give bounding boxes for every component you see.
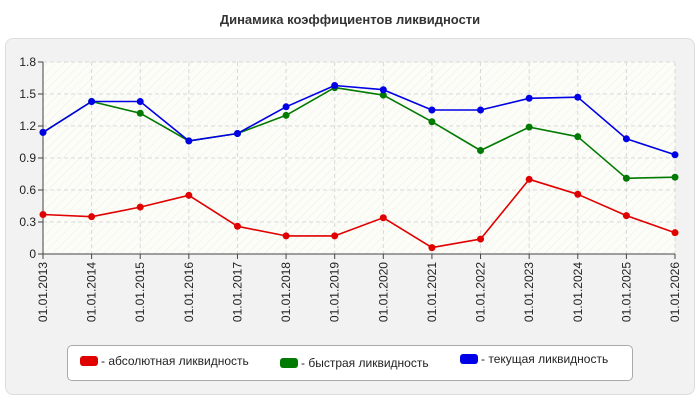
x-tick-label: 01.01.2023 — [522, 262, 536, 322]
x-tick-label: 01.01.2020 — [376, 262, 390, 322]
x-tick-label: 01.01.2024 — [571, 262, 585, 322]
data-point-quick — [525, 123, 533, 131]
data-point-quick — [477, 147, 485, 155]
data-point-absolute — [525, 175, 533, 183]
chart-title: Динамика коэффициентов ликвидности — [219, 12, 481, 27]
x-tick-label: 01.01.2019 — [328, 262, 342, 322]
series-line-current — [42, 84, 676, 156]
data-point-current — [185, 137, 193, 145]
legend-swatch-quick — [280, 358, 298, 368]
x-tick-label: 01.01.2026 — [668, 262, 682, 322]
y-tick-label: 1.5 — [19, 87, 36, 101]
data-point-current — [39, 128, 47, 136]
data-point-absolute — [39, 211, 47, 219]
data-point-current — [671, 151, 679, 159]
data-point-current — [477, 106, 485, 114]
y-tick-label: 1.8 — [19, 55, 36, 69]
data-point-absolute — [428, 244, 436, 252]
data-point-absolute — [622, 212, 630, 220]
data-point-quick — [428, 118, 436, 126]
data-point-current — [233, 129, 241, 137]
data-point-current — [331, 81, 339, 89]
legend-item-current: - текущая ликвидность — [460, 352, 608, 366]
y-tick-label: 1.2 — [19, 119, 36, 133]
data-point-absolute — [379, 214, 387, 222]
data-point-absolute — [185, 191, 193, 199]
legend-label-absolute: - абсолютная ликвидность — [101, 354, 249, 368]
data-point-current — [88, 97, 96, 105]
legend-swatch-current — [460, 354, 478, 364]
data-point-quick — [136, 109, 144, 117]
data-point-absolute — [331, 232, 339, 240]
data-point-absolute — [671, 229, 679, 237]
legend-swatch-absolute — [80, 356, 98, 366]
x-tick-label: 01.01.2016 — [182, 262, 196, 322]
data-point-absolute — [136, 203, 144, 211]
x-tick-label: 01.01.2017 — [230, 262, 244, 322]
data-point-quick — [622, 174, 630, 182]
series-line-absolute — [42, 178, 676, 249]
series-line-quick — [42, 86, 676, 180]
data-point-quick — [379, 91, 387, 99]
data-point-current — [574, 93, 582, 101]
x-tick-label: 01.01.2022 — [474, 262, 488, 322]
chart-legend: - абсолютная ликвидность - быстрая ликви… — [67, 345, 633, 381]
data-point-current — [428, 106, 436, 114]
data-point-quick — [574, 133, 582, 141]
y-tick-label: 0.9 — [19, 151, 36, 165]
x-tick-label: 01.01.2018 — [279, 262, 293, 322]
data-point-absolute — [477, 235, 485, 243]
legend-label-quick: - быстрая ликвидность — [301, 356, 429, 370]
data-point-current — [282, 103, 290, 111]
legend-item-quick: - быстрая ликвидность — [280, 356, 429, 370]
legend-item-absolute: - абсолютная ликвидность — [80, 354, 249, 368]
data-point-quick — [282, 111, 290, 119]
data-point-quick — [671, 173, 679, 181]
y-tick-label: 0.6 — [19, 183, 36, 197]
x-tick-label: 01.01.2014 — [85, 262, 99, 322]
x-tick-label: 01.01.2013 — [36, 262, 50, 322]
data-point-current — [622, 135, 630, 143]
y-tick-label: 0 — [29, 247, 36, 261]
data-point-absolute — [233, 222, 241, 230]
x-tick-label: 01.01.2025 — [619, 262, 633, 322]
x-tick-label: 01.01.2015 — [133, 262, 147, 322]
data-point-current — [525, 94, 533, 102]
data-point-current — [379, 86, 387, 94]
data-point-absolute — [88, 213, 96, 221]
y-tick-label: 0.3 — [19, 215, 36, 229]
data-point-absolute — [282, 232, 290, 240]
data-point-absolute — [574, 190, 582, 198]
data-point-current — [136, 97, 144, 105]
x-tick-label: 01.01.2021 — [425, 262, 439, 322]
legend-label-current: - текущая ликвидность — [481, 352, 609, 366]
